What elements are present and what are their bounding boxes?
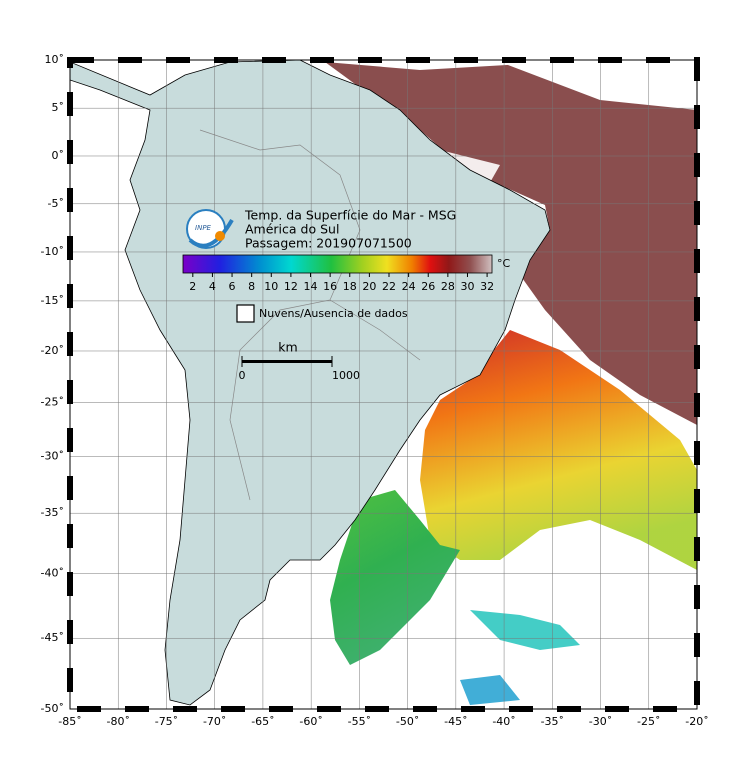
logo-sun — [215, 231, 225, 241]
lon-tick-label: -85˚ — [58, 715, 81, 728]
lat-tick-label: 10˚ — [45, 53, 65, 66]
scale-bar-body — [242, 360, 332, 363]
legend-swatch — [236, 304, 255, 323]
colorbar-tick-label: 16 — [323, 280, 337, 293]
colorbar-tick-label: 26 — [421, 280, 435, 293]
colorbar-tick-label: 20 — [362, 280, 376, 293]
lat-tick-label: -40˚ — [41, 566, 64, 579]
lat-tick-label: -25˚ — [41, 396, 64, 409]
lon-tick-label: -25˚ — [637, 715, 660, 728]
logo-text: INPE — [195, 224, 212, 232]
colorbar-ticks: 2 4 6 8 10 12 14 16 18 20 22 24 26 28 30 32 — [189, 273, 494, 293]
frame-outline — [69, 59, 698, 710]
colorbar-tick-label: 22 — [382, 280, 396, 293]
lon-tick-label: -70˚ — [203, 715, 226, 728]
colorbar-tick-label: 30 — [460, 280, 474, 293]
lat-tick-label: -35˚ — [41, 506, 64, 519]
colorbar-tick-label: 6 — [229, 280, 236, 293]
scale-bar: 0 1000 — [239, 356, 360, 382]
lon-tick-label: -55˚ — [348, 715, 371, 728]
lon-tick-label: -75˚ — [155, 715, 178, 728]
logo: INPE — [186, 209, 234, 249]
colorbar — [182, 254, 493, 274]
colorbar-tick-label: 12 — [284, 280, 298, 293]
title: Temp. da Superfície do Mar - MSG — [244, 208, 456, 223]
colorbar-tick-label: 2 — [189, 280, 196, 293]
logo-swoosh — [188, 218, 234, 248]
colorbar-unit: °C — [497, 257, 511, 270]
scale-unit: km — [278, 340, 297, 355]
colorbar-tick-label: 14 — [304, 280, 318, 293]
sst-south — [330, 490, 460, 665]
lon-tick-label: -50˚ — [396, 715, 419, 728]
lat-tick-label: -10˚ — [41, 245, 64, 258]
colorbar-tick-label: 8 — [248, 280, 255, 293]
lat-tick-label: -45˚ — [41, 631, 64, 644]
colorbar-tick-label: 24 — [402, 280, 416, 293]
colorbar-tick-label: 28 — [441, 280, 455, 293]
lon-tick-label: -45˚ — [444, 715, 467, 728]
cloud-gap — [500, 62, 697, 110]
colorbar-tick-label: 10 — [264, 280, 278, 293]
legend-label: Nuvens/Ausencia de dados — [259, 307, 408, 320]
lon-tick-label: -30˚ — [589, 715, 612, 728]
colorbar-tick-label: 4 — [209, 280, 216, 293]
lat-tick-label: -20˚ — [41, 344, 64, 357]
lon-tick-label: -80˚ — [106, 715, 129, 728]
lon-tick-label: -40˚ — [492, 715, 515, 728]
lat-tick-label: 5˚ — [52, 101, 65, 114]
scale-tick-label: 0 — [239, 369, 246, 382]
colorbar-tick-label: 32 — [480, 280, 494, 293]
sst-warm-north — [325, 62, 697, 425]
colorbar-tick-label: 18 — [343, 280, 357, 293]
lat-tick-label: -5˚ — [48, 197, 64, 210]
lon-tick-label: -35˚ — [541, 715, 564, 728]
region: América do Sul — [245, 222, 339, 237]
lon-tick-label: -60˚ — [299, 715, 322, 728]
sst-subtropical — [420, 330, 697, 570]
scale-tick-label: 1000 — [332, 369, 360, 382]
lat-tick-label: -50˚ — [41, 702, 64, 715]
lat-tick-label: 0˚ — [52, 149, 65, 162]
lat-tick-label: -30˚ — [41, 450, 64, 463]
lat-tick-label: -15˚ — [41, 294, 64, 307]
pass: Passagem: 201907071500 — [245, 236, 412, 251]
sst-cold — [460, 675, 520, 705]
lon-tick-label: -20˚ — [685, 715, 708, 728]
lon-tick-label: -65˚ — [251, 715, 274, 728]
